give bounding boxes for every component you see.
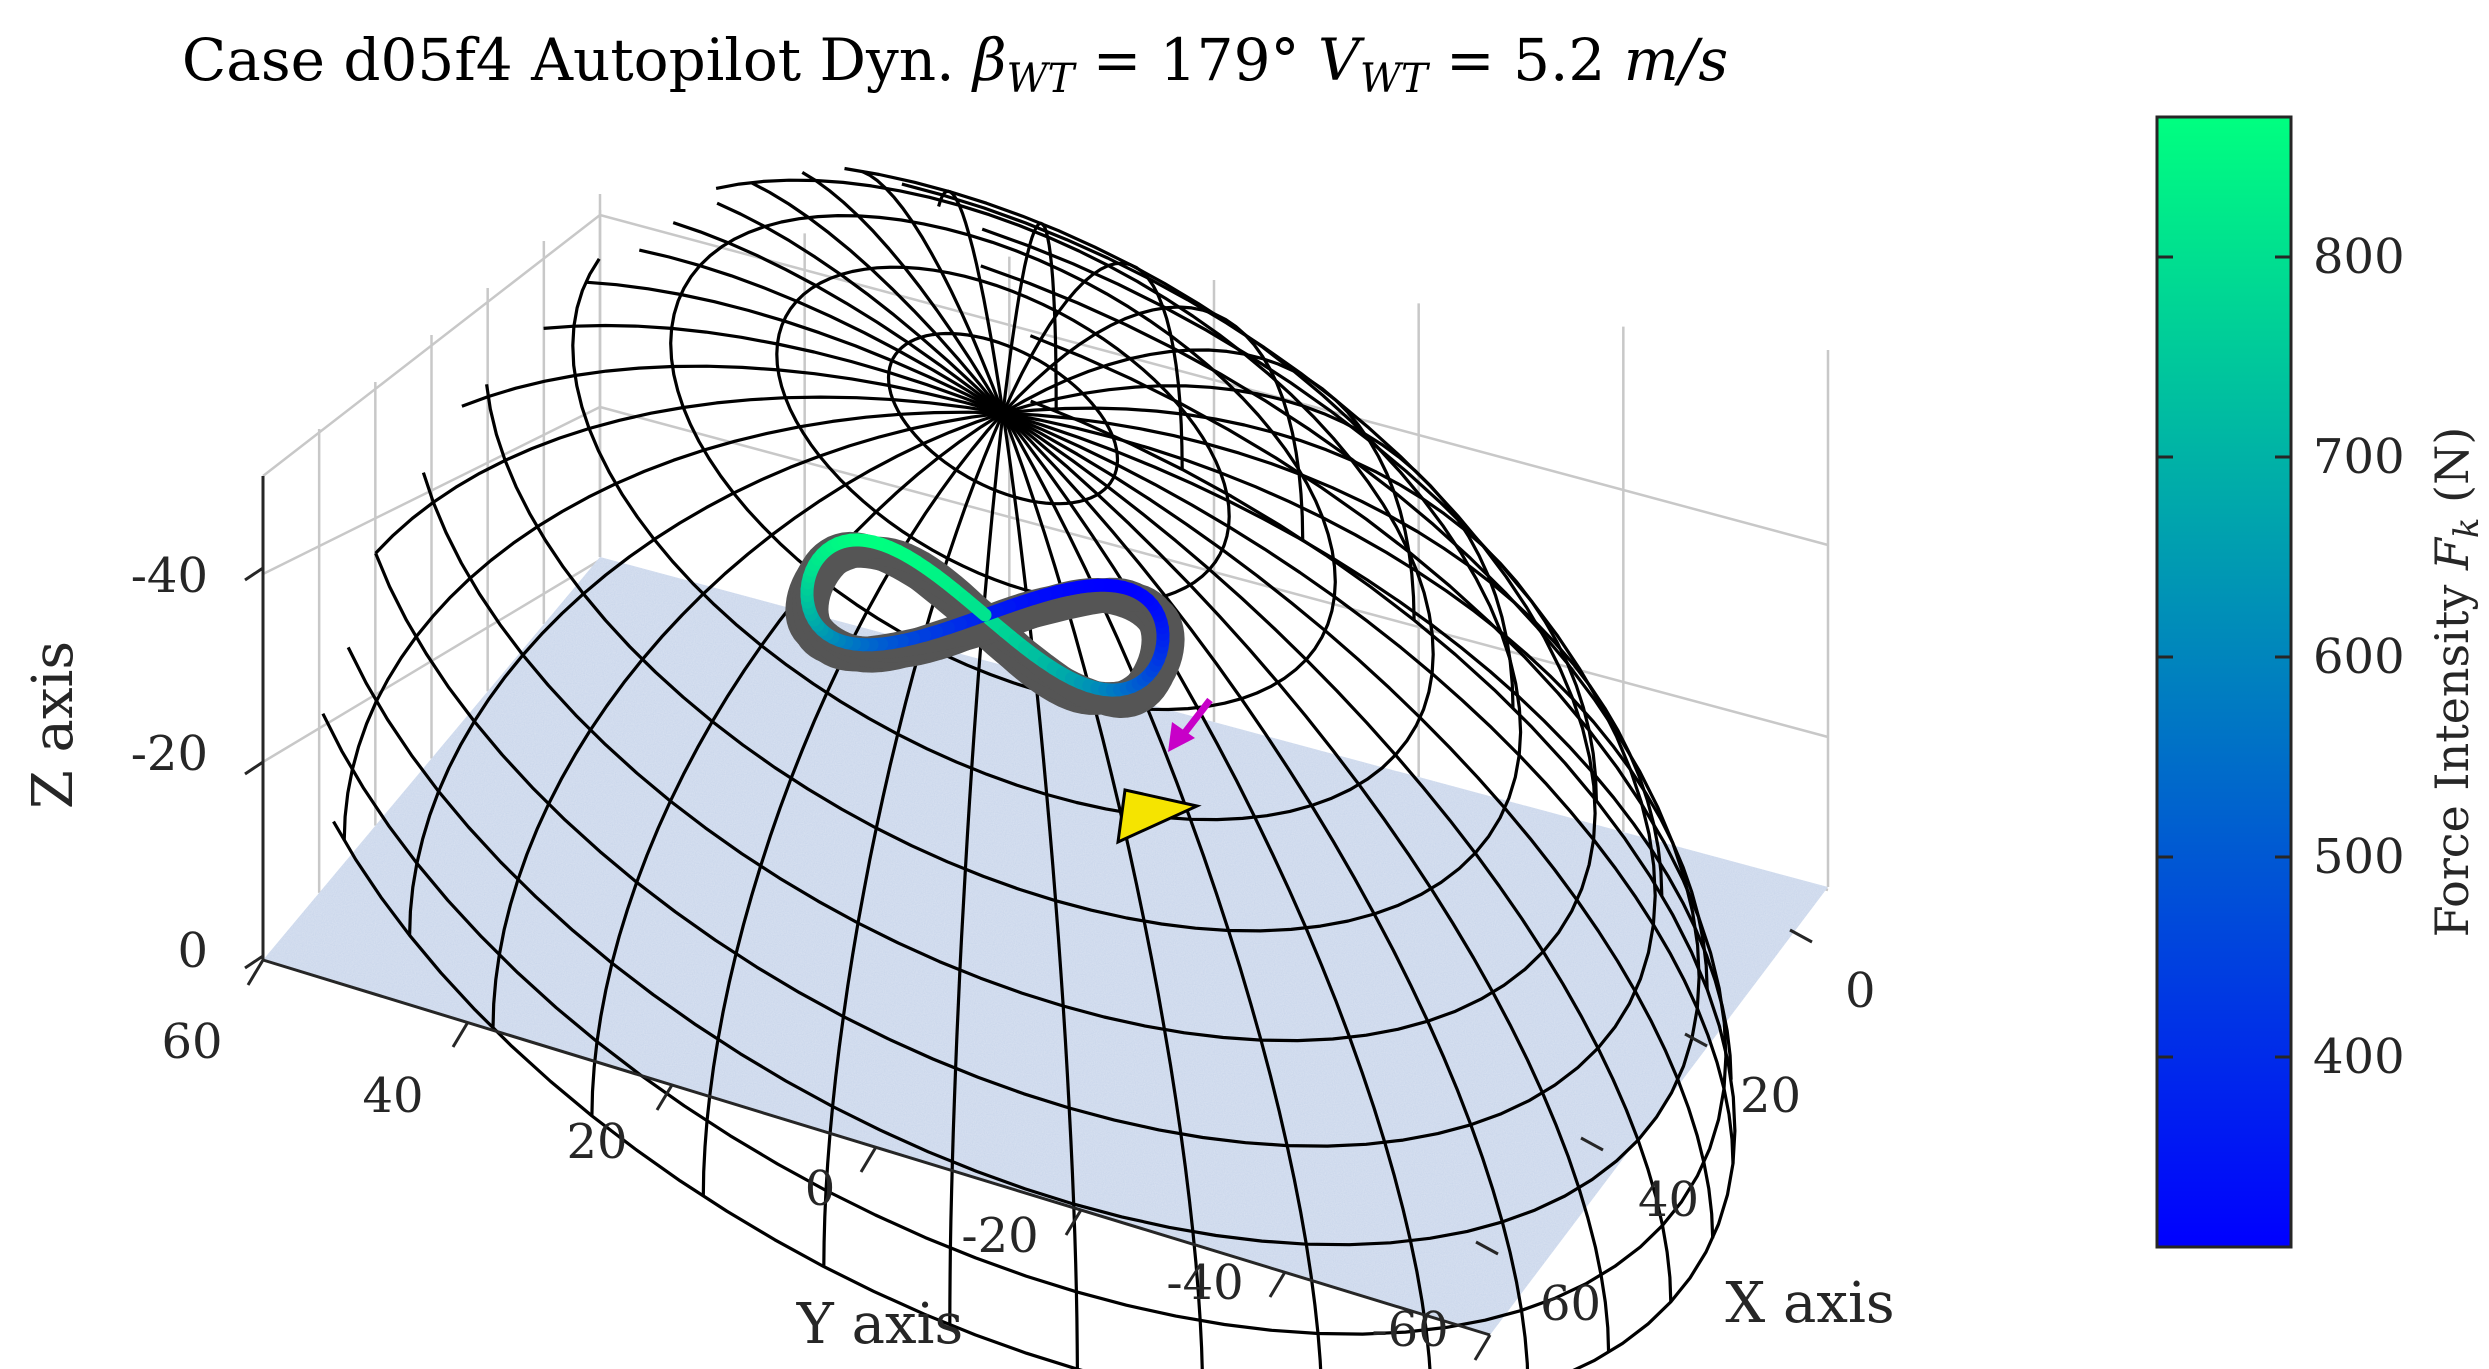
colorbar-tick-label: 400: [2313, 1029, 2405, 1085]
z-tick-label: -20: [131, 726, 208, 782]
colorbar-tick-label: 800: [2313, 229, 2405, 285]
x-tick-labels: 0 20 40 60 X axis: [1540, 963, 1895, 1336]
parallel-line: [485, 384, 1375, 933]
meridian-line: [861, 169, 1005, 414]
y-tick: [451, 1021, 470, 1048]
z-axis-label: Z axis: [21, 641, 86, 809]
colorbar-tick-label: 500: [2313, 829, 2405, 885]
y-tick: [1473, 1334, 1492, 1361]
y-tick-labels: 60 40 20 0 -20 -40 -60 Y axis: [161, 1014, 1448, 1358]
y-tick-label: -20: [961, 1208, 1038, 1264]
z-tick: [244, 760, 264, 776]
meridian-line: [543, 323, 1004, 415]
ground-station-marker: [1116, 788, 1202, 845]
z-tick: [244, 566, 264, 582]
colorbar-gradient: [2155, 115, 2293, 1249]
y-axis-label: Y axis: [796, 1292, 963, 1357]
parallel-line: [1030, 399, 1737, 1369]
y-tick: [1064, 1209, 1083, 1236]
wind-arrow: [1168, 697, 1213, 752]
parallel-line: [321, 712, 1522, 1336]
y-tick: [859, 1146, 878, 1173]
x-tick: [1789, 928, 1813, 944]
x-tick-label: 20: [1740, 1068, 1801, 1124]
y-tick: [1268, 1271, 1287, 1298]
y-tick: [246, 959, 265, 986]
x-tick: [1684, 1032, 1708, 1048]
figure-eight-trajectory: [800, 533, 1170, 697]
parallel-line: [332, 820, 1083, 1369]
x-tick-label: 40: [1638, 1172, 1699, 1228]
z-tick-label: 0: [177, 923, 208, 979]
hemisphere-wireframe: [321, 166, 1737, 1369]
x-tick: [1475, 1240, 1499, 1256]
y-axis: [246, 958, 1492, 1361]
parallel-line: [715, 178, 1435, 808]
colorbar-label: Force Intensity Fk (N): [2425, 427, 2487, 938]
parallel-line: [901, 182, 1597, 1023]
x-axis-label: X axis: [1725, 1271, 1894, 1336]
z-tick: [244, 954, 264, 970]
parallel-line: [421, 472, 1429, 1043]
colorbar-tick-label: 700: [2313, 429, 2405, 485]
y-tick: [655, 1084, 674, 1111]
colorbar: 400 500 600 700 800 Force Intensity Fk (N): [2155, 115, 2487, 1249]
x-axis: [1475, 928, 1813, 1256]
z-axis: -40 -20 0 Z axis: [21, 476, 265, 979]
parallel-line: [374, 552, 1472, 1148]
x-tick-label: 0: [1845, 963, 1876, 1019]
colorbar-tick-label: 600: [2313, 629, 2405, 685]
y-tick-label: 40: [362, 1068, 423, 1124]
z-tick-label: -40: [131, 548, 208, 604]
meridian-line: [374, 395, 1004, 555]
ground-plane: [263, 557, 1828, 1335]
parallel-line: [844, 166, 1523, 916]
y-tick-label: 20: [566, 1114, 627, 1170]
parallel-line: [775, 265, 1231, 605]
y-tick-label: 0: [805, 1161, 836, 1217]
x-tick: [1580, 1136, 1604, 1152]
grid-line: [262, 405, 1829, 739]
meridian-line: [461, 364, 1004, 415]
parallel-line: [346, 646, 1503, 1247]
grid-line: [262, 213, 1829, 547]
parallel-line: [980, 264, 1701, 1224]
x-tick-label: 60: [1540, 1276, 1601, 1332]
trajectory-segment: [968, 600, 992, 622]
chart-title: Case d05f4 Autopilot Dyn. βWT = 179° VWT…: [182, 26, 1728, 102]
y-tick-label: -40: [1166, 1255, 1243, 1311]
parallel-line: [886, 331, 1120, 506]
meridian-line: [801, 171, 1005, 414]
meridian-line: [638, 248, 1004, 415]
meridian-line: [716, 201, 1005, 415]
meridian-line: [672, 221, 1004, 415]
y-tick-label: -60: [1371, 1302, 1448, 1358]
y-tick-label: 60: [161, 1014, 222, 1070]
